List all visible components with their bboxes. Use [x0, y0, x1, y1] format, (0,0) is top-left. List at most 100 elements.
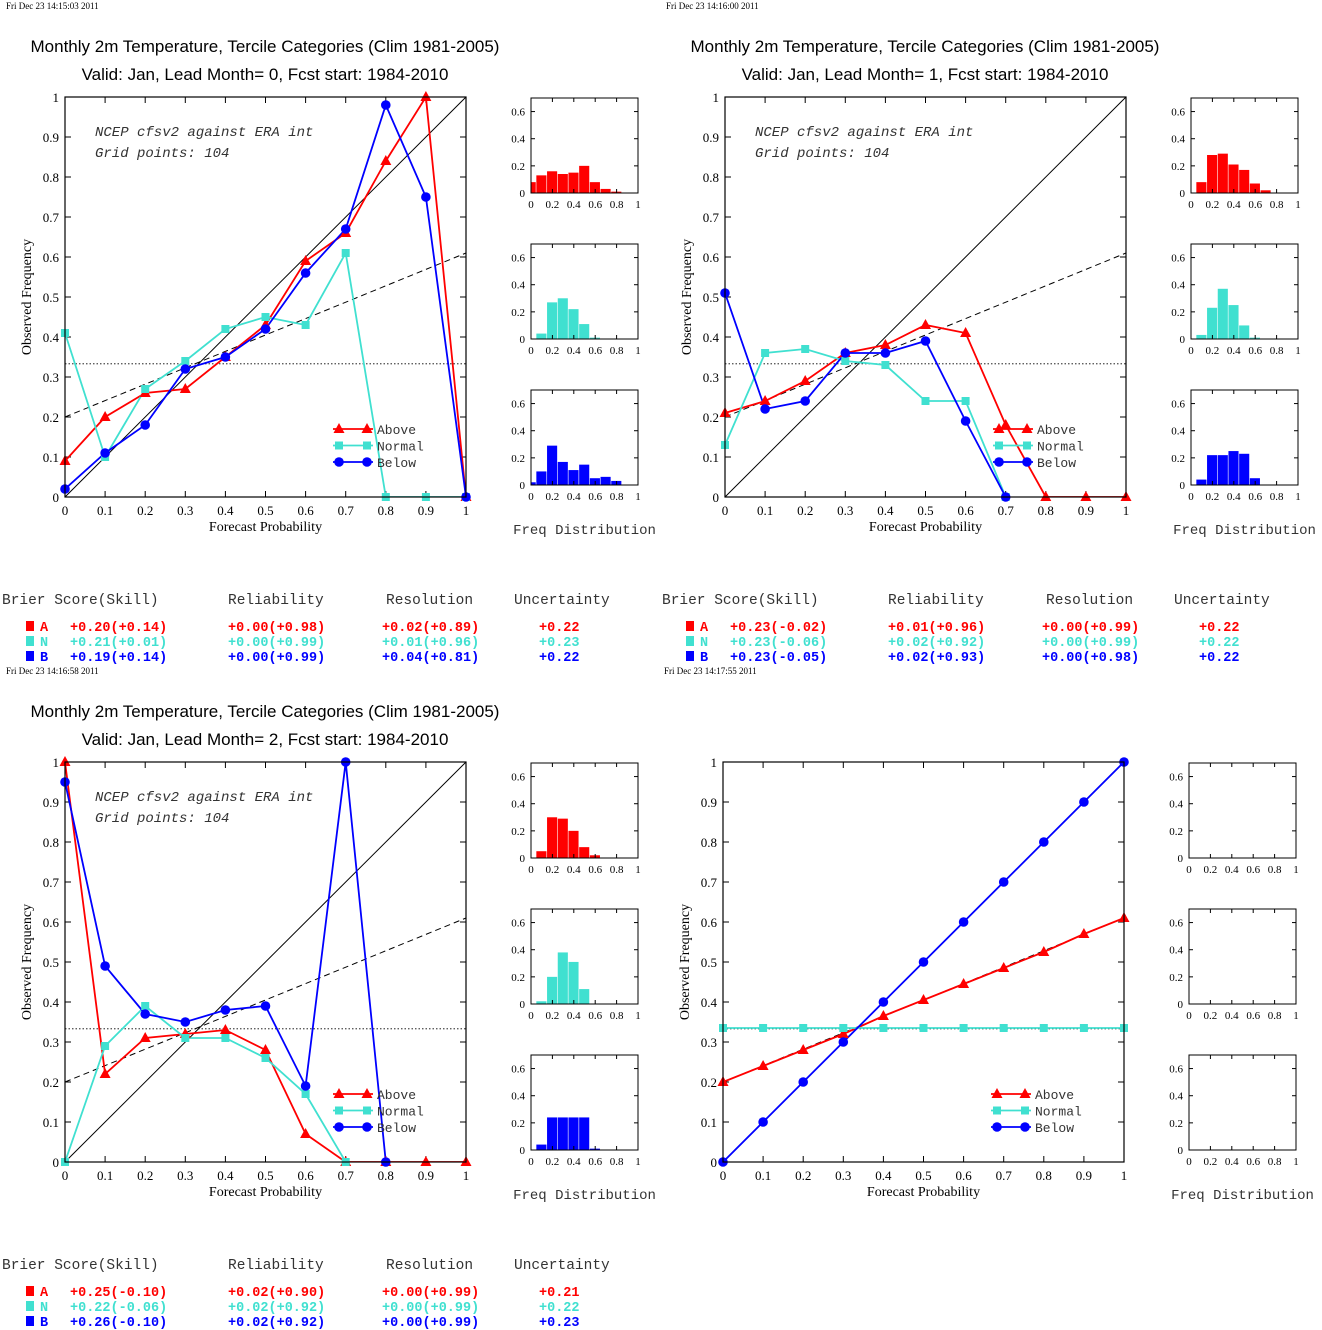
histogram-normal: 0 0.2 0.4 0.6 0 0.2 0.4 0.6 0.8 1	[1171, 243, 1301, 357]
data-point-square	[801, 345, 810, 353]
data-point-square	[999, 1024, 1008, 1032]
x-tick-label: 0.8	[1038, 503, 1054, 518]
panel-2: Fri Dec 23 14:16:58 2011 Monthly 2m Tempe…	[2, 666, 656, 1330]
chart-subtitle: Valid: Jan, Lead Month= 1, Fcst start: 1…	[742, 65, 1109, 84]
x-tick-label: 0.7	[338, 503, 355, 518]
hist-y-tick-label: 0.2	[1171, 161, 1185, 173]
data-point-circle	[362, 1122, 372, 1132]
histogram-bar	[531, 482, 536, 485]
y-tick-label: 0.3	[43, 370, 59, 385]
score-header: Brier Score(Skill)	[662, 593, 819, 609]
x-tick-label: 0	[62, 503, 69, 518]
hist-y-tick-label: 0.4	[1169, 799, 1183, 811]
hist-x-tick-label: 0.8	[1268, 1156, 1282, 1168]
hist-y-tick-label: 0.4	[1171, 134, 1185, 146]
histogram-bar	[557, 952, 568, 1004]
score-value: +0.21	[539, 1286, 580, 1301]
histogram-frame	[530, 389, 639, 486]
hist-y-tick-label: 0.6	[1171, 399, 1185, 411]
data-point-square	[995, 441, 1003, 450]
x-tick-label: 0.9	[1078, 503, 1094, 518]
hist-x-tick-label: 0.2	[546, 1156, 560, 1168]
hist-x-tick-label: 0.6	[1248, 199, 1262, 211]
data-point-triangle	[1000, 419, 1012, 429]
data-point-circle	[381, 100, 391, 110]
histogram-bar	[1260, 190, 1271, 193]
data-point-triangle	[333, 1088, 345, 1098]
score-value: +0.00(+0.99)	[382, 1316, 479, 1330]
x-tick-label: 0.1	[97, 1168, 113, 1183]
hist-x-tick-label: 0	[1186, 1010, 1192, 1022]
hist-y-tick-label: 0	[520, 853, 526, 865]
hist-x-tick-label: 0.6	[588, 345, 602, 357]
hist-y-tick-label: 0.2	[1169, 972, 1183, 984]
y-tick-label: 0.2	[703, 410, 719, 425]
histogram-bar	[568, 830, 579, 858]
histogram-frame	[530, 243, 639, 340]
data-point-triangle	[361, 1088, 373, 1098]
hist-x-tick-label: 0.2	[1204, 1010, 1218, 1022]
histogram-bar	[1239, 169, 1250, 193]
score-value: +0.02(+0.92)	[228, 1316, 325, 1330]
data-point-triangle	[998, 962, 1010, 972]
hist-x-tick-label: 0.8	[610, 345, 624, 357]
series-line-below	[65, 102, 466, 497]
hist-x-tick-label: 0.2	[1206, 345, 1220, 357]
legend-label-above: Above	[1037, 423, 1076, 438]
data-point-circle	[340, 224, 351, 234]
score-category-letter: B	[40, 1316, 48, 1330]
x-tick-label: 0.3	[837, 503, 853, 518]
data-point-circle	[334, 457, 344, 467]
y-tick-label: 0.5	[43, 290, 59, 305]
score-header: Brier Score(Skill)	[2, 1258, 159, 1274]
hist-x-tick-label: 0.8	[610, 1156, 624, 1168]
hist-x-tick-label: 0.2	[546, 491, 560, 503]
hist-x-tick-label: 1	[1293, 864, 1299, 876]
histogram-frame	[530, 762, 639, 859]
y-axis-label: Observed Frequency	[680, 239, 695, 355]
score-category-letter: A	[40, 1286, 49, 1301]
data-point-circle	[140, 420, 150, 430]
y-tick-label: 0.8	[701, 835, 717, 850]
series-line-below	[725, 292, 1007, 497]
chart-title: Monthly 2m Temperature, Tercile Categori…	[31, 702, 500, 721]
histogram-bar	[1239, 325, 1250, 339]
histogram-bar	[557, 461, 568, 485]
histogram-bar	[1217, 153, 1228, 193]
hist-y-tick-label: 0.4	[1169, 945, 1183, 957]
perfect-reliability-line	[64, 96, 467, 498]
y-tick-label: 0.9	[43, 130, 59, 145]
histogram-bar	[1196, 334, 1207, 339]
hist-x-tick-label: 0.6	[1246, 1010, 1260, 1022]
score-value: +0.01(+0.96)	[888, 621, 985, 636]
data-point-triangle	[757, 1060, 769, 1070]
x-tick-label: 0.2	[137, 1168, 153, 1183]
legend-label-below: Below	[1037, 456, 1076, 471]
histogram-bar	[536, 333, 547, 339]
x-tick-label: 0.8	[378, 503, 394, 518]
score-header: Reliability	[228, 593, 324, 609]
histogram-above: 0 0.2 0.4 0.6 0 0.2 0.4 0.6 0.8 1	[1171, 97, 1301, 211]
hist-x-tick-label: 0.2	[1206, 199, 1220, 211]
annotation-text: NCEP cfsv2 against ERA int	[95, 125, 313, 141]
data-point-triangle	[219, 1024, 231, 1034]
data-point-triangle	[300, 255, 312, 265]
hist-x-tick-label: 1	[635, 491, 641, 503]
histogram-bar	[557, 174, 568, 193]
x-axis-label: Forecast Probability	[209, 520, 322, 535]
score-swatch	[26, 1301, 34, 1311]
histogram-below: 0 0.2 0.4 0.6 0 0.2 0.4 0.6 0.8 1	[511, 389, 641, 503]
legend-label-normal: Normal	[1037, 440, 1084, 455]
no-skill-line	[64, 252, 467, 418]
data-point-square	[1039, 1024, 1048, 1032]
y-tick-label: 0.8	[43, 170, 59, 185]
score-value: +0.23	[539, 1316, 580, 1330]
hist-y-tick-label: 0.6	[511, 399, 525, 411]
score-header: Resolution	[386, 593, 473, 609]
data-point-circle	[220, 352, 231, 362]
y-tick-label: 0.4	[43, 995, 60, 1010]
hist-x-tick-label: 0.4	[567, 491, 581, 503]
data-point-circle	[880, 348, 891, 358]
score-value: +0.22	[539, 621, 580, 636]
data-point-triangle	[991, 1088, 1003, 1098]
